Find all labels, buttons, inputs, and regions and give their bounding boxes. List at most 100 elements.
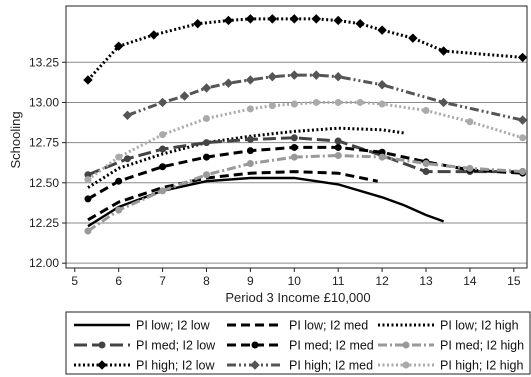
series-0	[87, 176, 445, 228]
grid-lines	[66, 61, 527, 264]
data-point	[157, 97, 168, 108]
data-point	[113, 41, 124, 51]
x-tick-label: 12	[375, 274, 389, 288]
data-point	[290, 134, 298, 142]
data-point	[202, 139, 210, 147]
data-point	[98, 341, 106, 349]
legend-label: PI low; I2 med	[289, 319, 368, 333]
data-point	[159, 187, 167, 195]
x-tick-label: 9	[247, 274, 254, 288]
data-point	[355, 18, 365, 29]
data-point	[289, 70, 300, 80]
data-point	[422, 106, 430, 114]
y-tick-label: 12.75	[29, 136, 59, 150]
legend-label: PI med; I2 high	[440, 339, 524, 353]
data-point	[84, 227, 92, 235]
series-line	[87, 100, 524, 181]
data-point	[438, 97, 449, 108]
legend-label: PI med; I2 med	[289, 339, 374, 353]
y-tick-label: 13.00	[29, 95, 59, 109]
y-tick-label: 12.25	[29, 216, 59, 230]
legend-box	[65, 311, 531, 375]
series-6	[83, 14, 528, 85]
data-point	[290, 143, 298, 151]
series-line	[87, 136, 523, 177]
data-point	[466, 164, 474, 172]
legend-label: PI high; I2 med	[289, 359, 373, 373]
data-point	[290, 100, 298, 108]
data-point	[122, 110, 133, 121]
series-1	[87, 170, 378, 222]
data-point	[466, 118, 474, 126]
data-point	[159, 163, 167, 171]
legend-label: PI low; I2 high	[440, 319, 519, 333]
legend-item: PI high; I2 low	[74, 359, 215, 373]
x-tick-label: 11	[332, 274, 345, 288]
series-8	[84, 98, 527, 184]
data-point	[223, 78, 234, 88]
data-point	[83, 75, 93, 85]
data-point	[517, 52, 528, 63]
x-tick-label: 10	[288, 274, 302, 288]
data-point	[422, 160, 430, 168]
x-axis-title: Period 3 Income £10,000	[225, 290, 370, 305]
x-tick-label: 6	[115, 274, 122, 288]
series-line	[87, 170, 378, 222]
data-point	[246, 135, 254, 143]
axes: 12.00 12.25 12.50 12.75 13.00 13.25 5 6 7 8 9 10 11 1…	[29, 55, 521, 288]
legend-label: PI high; I2 high	[440, 359, 523, 373]
data-point	[334, 151, 342, 159]
legend-label: PI low; I2 low	[136, 319, 211, 333]
x-tick-label: 7	[159, 274, 166, 288]
y-tick-label: 12.00	[29, 256, 59, 270]
data-point	[378, 100, 386, 108]
data-point	[202, 115, 210, 123]
data-point	[251, 341, 259, 349]
data-point	[159, 145, 167, 153]
data-point	[438, 46, 449, 56]
data-point	[179, 91, 190, 101]
data-point	[378, 153, 386, 161]
x-tick-label: 15	[507, 274, 521, 288]
data-point	[245, 14, 256, 24]
data-point	[250, 360, 260, 370]
data-point	[267, 14, 278, 24]
data-point	[115, 206, 123, 214]
x-tick-label: 14	[463, 274, 477, 288]
data-point	[159, 131, 167, 139]
legend-item: PI med; I2 high	[378, 339, 524, 353]
data-point	[202, 153, 210, 161]
y-axis-title: Schooling	[8, 111, 23, 168]
data-point	[334, 98, 342, 106]
data-point	[193, 18, 203, 29]
data-point	[202, 171, 210, 179]
series-line	[87, 176, 445, 228]
data-point	[267, 72, 278, 82]
data-point	[402, 341, 410, 349]
series-7	[122, 70, 528, 125]
data-point	[115, 177, 123, 185]
data-point	[290, 153, 298, 161]
data-point	[149, 30, 159, 40]
data-point	[312, 98, 320, 106]
data-point	[246, 160, 254, 168]
data-point	[333, 15, 343, 26]
data-point	[334, 143, 342, 151]
y-tick-label: 13.25	[29, 55, 59, 69]
data-point	[334, 137, 342, 145]
y-tick-label: 12.50	[29, 176, 59, 190]
data-point	[333, 72, 343, 82]
x-tick-label: 8	[203, 274, 210, 288]
data-point	[422, 168, 430, 176]
legend-item: PI med; I2 med	[227, 339, 374, 353]
data-point	[402, 361, 410, 369]
x-tick-label: 5	[71, 274, 78, 288]
data-point	[246, 105, 254, 113]
legend-item: PI low; I2 med	[227, 319, 368, 333]
data-point	[245, 75, 256, 85]
data-point	[84, 195, 92, 203]
data-point	[201, 83, 212, 93]
legend-label: PI high; I2 low	[136, 359, 215, 373]
legend-item: PI med; I2 low	[74, 339, 216, 353]
